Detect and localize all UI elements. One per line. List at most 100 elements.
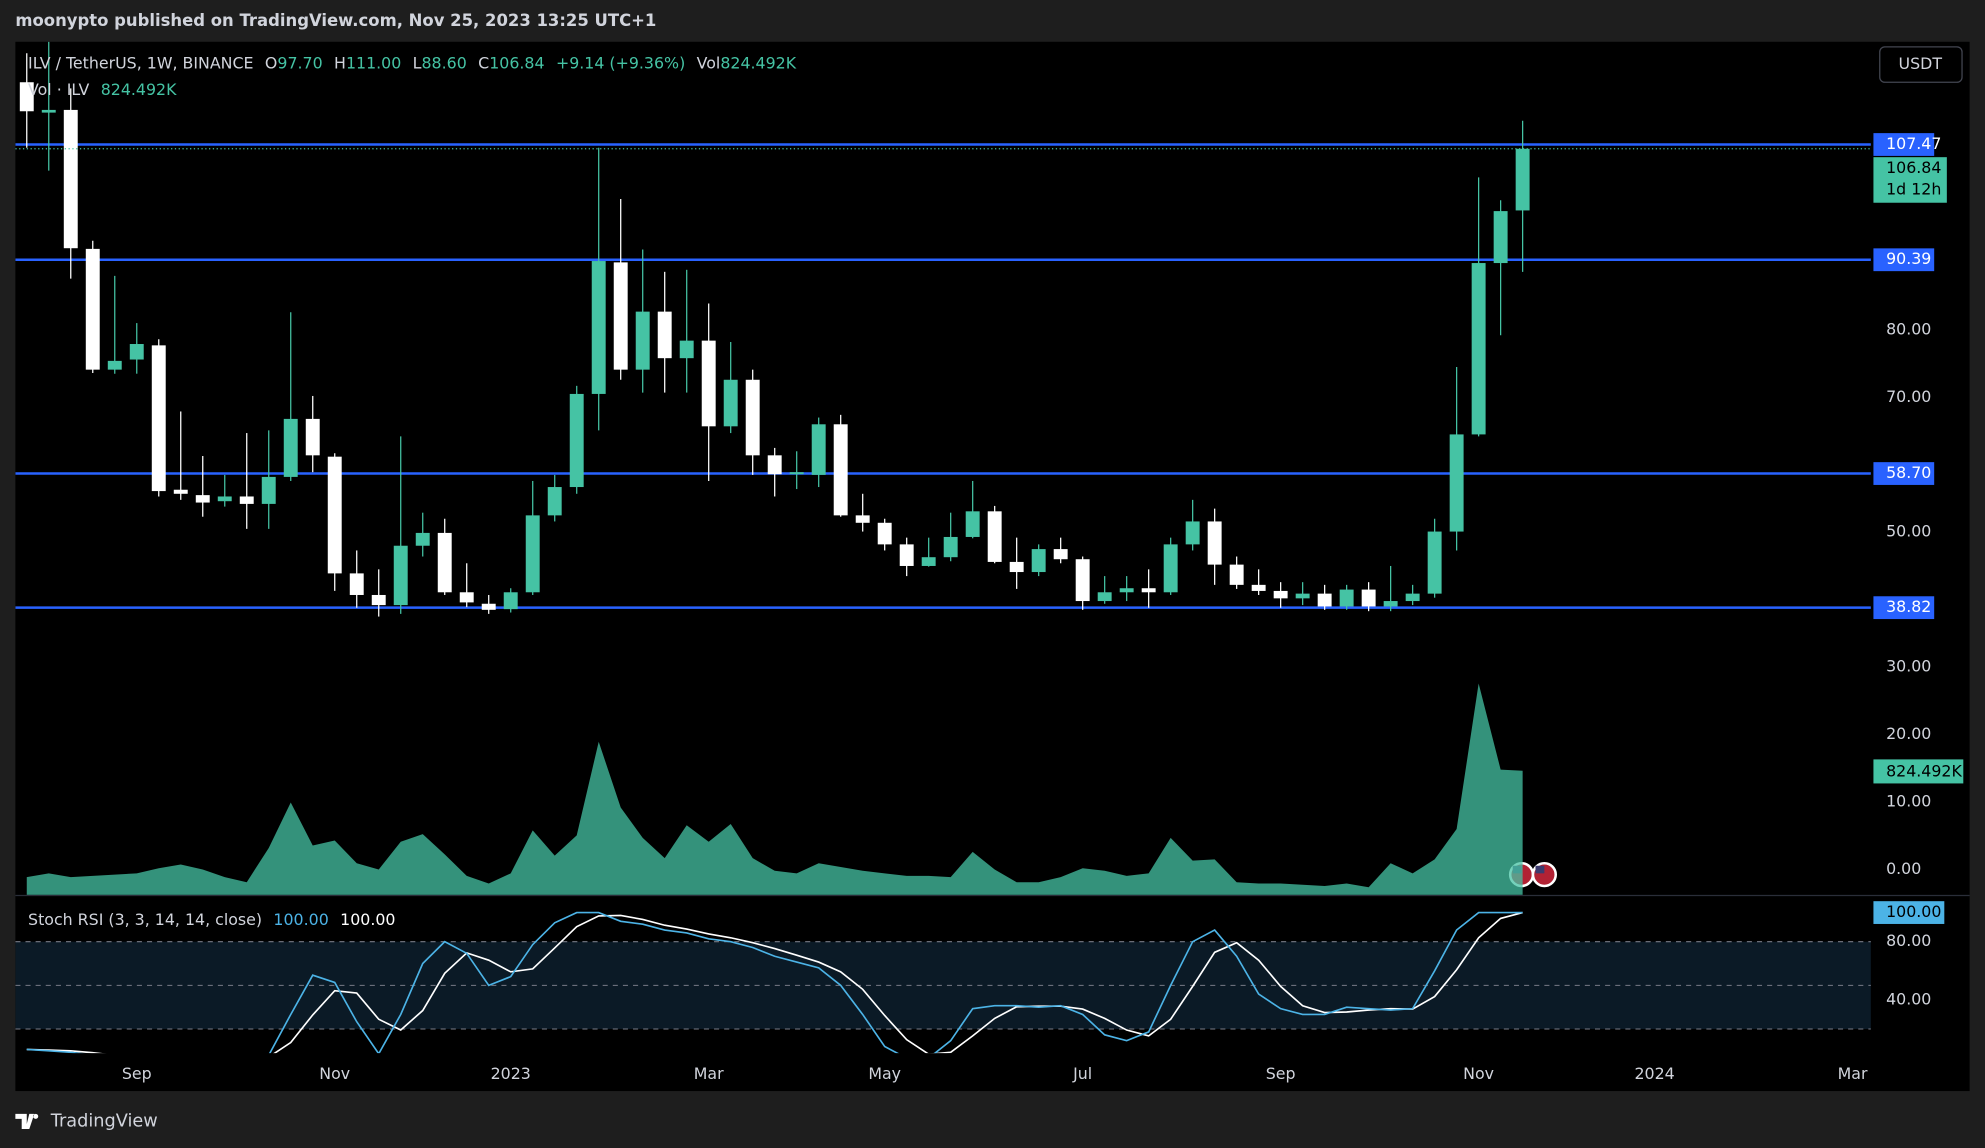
candle-body xyxy=(745,379,760,456)
candle-body xyxy=(811,424,826,475)
legend: ILV / TetherUS, 1W, BINANCE O97.70 H111.00… xyxy=(28,53,797,72)
candle-body xyxy=(767,455,782,475)
candle-body xyxy=(1185,521,1200,545)
countdown-label: 1d 12h xyxy=(1886,180,1941,199)
y-tick-label: 50.00 xyxy=(1886,522,1931,541)
candle-body xyxy=(987,511,1002,562)
legend-item: +9.14 (+9.36%) xyxy=(556,53,685,72)
x-tick-label: May xyxy=(868,1064,901,1083)
volume-label: 824.492K xyxy=(1886,762,1962,781)
candle-body xyxy=(1493,211,1508,264)
candle-body xyxy=(547,487,562,516)
candle-body xyxy=(701,340,716,427)
x-tick-label: Sep xyxy=(1266,1064,1296,1083)
candle-body xyxy=(1383,601,1398,607)
candle-body xyxy=(239,496,254,504)
volume-label-box xyxy=(1873,759,1964,784)
candle-body xyxy=(1449,434,1464,532)
legend-item: Vol · ILV xyxy=(28,79,89,98)
brand: TradingView xyxy=(50,1111,158,1131)
x-tick-label: Mar xyxy=(1838,1064,1868,1083)
level-label-box xyxy=(1873,462,1935,485)
legend-item: C xyxy=(478,53,489,72)
y-tick-label: 20.00 xyxy=(1886,724,1931,743)
legend-item: O xyxy=(265,53,277,72)
legend-item: 100.00 xyxy=(340,910,395,929)
candle-body xyxy=(679,340,694,359)
candle-body xyxy=(1471,263,1486,435)
level-label-box xyxy=(1873,596,1935,620)
candle-body xyxy=(855,515,870,523)
legend-item: Vol xyxy=(697,53,721,72)
candle-body xyxy=(261,476,276,504)
legend-item: 100.00 xyxy=(273,910,328,929)
currency-button[interactable] xyxy=(1879,46,1963,83)
candle-body xyxy=(569,393,584,488)
legend-item: ILV / TetherUS, 1W, BINANCE xyxy=(28,53,254,72)
candle-body xyxy=(283,418,298,477)
candle-body xyxy=(19,82,34,112)
candle-body xyxy=(1295,593,1310,599)
candle-body xyxy=(1251,584,1266,591)
candle-body xyxy=(921,557,936,566)
legend-item: L xyxy=(413,53,422,72)
x-tick-label: Nov xyxy=(1463,1064,1494,1083)
candle-body xyxy=(129,344,144,360)
candle-body xyxy=(899,544,914,566)
candle-body xyxy=(1207,521,1222,565)
candle-body xyxy=(525,515,540,593)
candle-body xyxy=(613,262,628,370)
level-label: 107.47 xyxy=(1886,134,1941,153)
candle-body xyxy=(965,511,980,537)
candle-body xyxy=(371,594,386,606)
current-price-box xyxy=(1873,157,1947,203)
x-tick-label: Sep xyxy=(122,1064,152,1083)
candle-body xyxy=(1229,564,1244,585)
current-price-label: 106.84 xyxy=(1886,158,1941,177)
candle-body xyxy=(1317,593,1332,607)
stoch-line xyxy=(26,911,1523,1054)
legend-item: 88.60 xyxy=(421,53,466,72)
candle-body xyxy=(1031,549,1046,573)
legend-item: 824.492K xyxy=(720,53,796,72)
level-label: 90.39 xyxy=(1886,249,1931,268)
candle-body xyxy=(327,456,342,574)
stoch-pane xyxy=(15,911,1871,1054)
candle-body xyxy=(459,592,474,603)
candle-body xyxy=(1119,588,1134,593)
legend-item: 106.84 xyxy=(489,53,544,72)
currency[interactable]: USDT xyxy=(1899,54,1943,73)
candle-body xyxy=(1163,544,1178,593)
stoch-value-label: 100.00 xyxy=(1886,902,1941,921)
candle-body xyxy=(833,424,848,516)
candle-body xyxy=(437,532,452,593)
candle-body xyxy=(151,345,166,492)
candle-body xyxy=(415,532,430,546)
y-tick-label: 80.00 xyxy=(1886,319,1931,338)
candle-body xyxy=(173,489,188,494)
candle-body xyxy=(217,496,232,502)
level-label-box xyxy=(1873,248,1935,272)
candle-body xyxy=(1515,148,1530,211)
candle-body xyxy=(1361,589,1376,607)
legend-item: H xyxy=(334,53,346,72)
candle-body xyxy=(107,360,122,370)
level-label-box xyxy=(1873,133,1935,156)
x-tick-label: 2024 xyxy=(1634,1064,1674,1083)
candle-body xyxy=(393,545,408,606)
volume-area xyxy=(26,683,1523,895)
stoch-line xyxy=(26,911,1523,1054)
x-tick-label: Jul xyxy=(1072,1064,1092,1083)
legend-item: 111.00 xyxy=(346,53,401,72)
stoch-tick-label: 80.00 xyxy=(1886,931,1931,950)
candle-body xyxy=(789,472,804,475)
logo xyxy=(15,1113,39,1130)
x-tick-label: 2023 xyxy=(491,1064,531,1083)
level-label: 58.70 xyxy=(1886,463,1931,482)
candle-body xyxy=(503,592,518,610)
candle-body xyxy=(305,418,320,456)
candle-body xyxy=(1273,590,1288,599)
chart-area xyxy=(15,41,1970,1092)
y-tick-label: 10.00 xyxy=(1886,792,1931,811)
